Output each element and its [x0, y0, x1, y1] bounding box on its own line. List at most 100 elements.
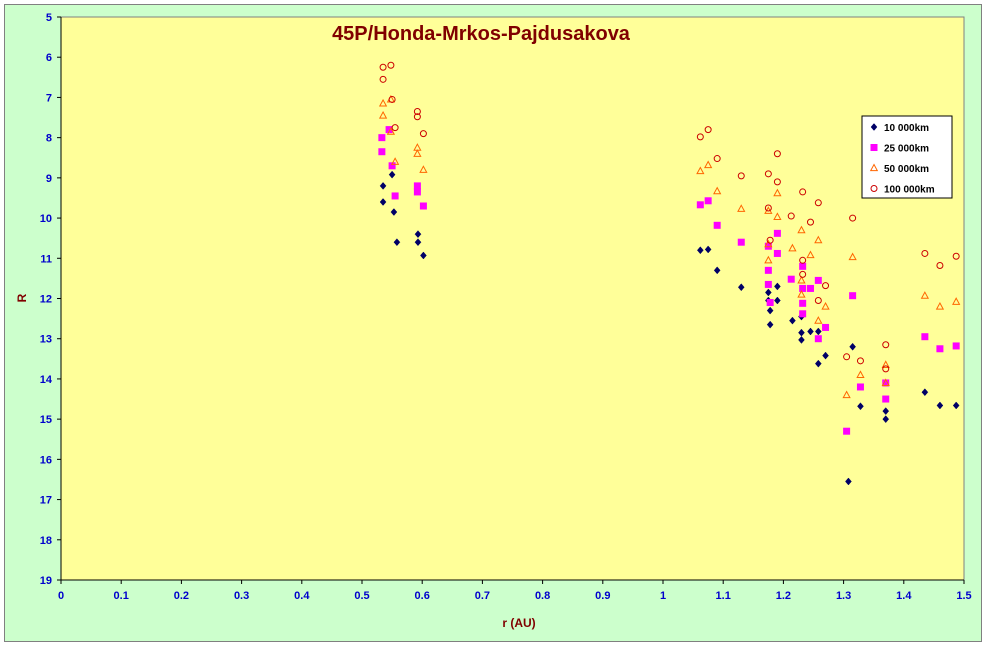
series-diamond-point: [379, 198, 387, 206]
series-square-point: [952, 342, 960, 350]
series-triangle-point: [764, 255, 773, 264]
series-circle-point: [413, 108, 421, 116]
series-diamond-point: [379, 182, 387, 190]
series-circle-point: [764, 204, 772, 212]
series-square-point: [391, 192, 399, 200]
series-circle-point: [936, 262, 944, 270]
series-diamond-point: [882, 407, 890, 415]
series-circle-point: [952, 252, 960, 260]
series-circle-point: [379, 63, 387, 71]
series-square-point: [764, 266, 772, 274]
series-triangle-point: [797, 275, 806, 284]
series-triangle-point: [773, 188, 782, 197]
series-square-point: [787, 275, 795, 283]
series-diamond-point: [814, 359, 822, 368]
y-tick-label: 17: [40, 495, 52, 507]
x-tick-label: 0.7: [475, 590, 490, 602]
series-triangle-point: [881, 378, 890, 387]
series-triangle-point: [814, 316, 823, 324]
series-square-point: [882, 379, 890, 387]
legend-label: 50 000km: [884, 164, 929, 175]
series-triangle-point: [952, 297, 961, 305]
x-tick-label: 0.4: [294, 590, 310, 602]
series-triangle-point: [390, 157, 400, 165]
chart-title: 45P/Honda-Mrkos-Pajdusakova: [332, 23, 631, 45]
series-diamond-point: [765, 288, 772, 297]
y-tick-label: 19: [40, 575, 52, 587]
series-circle-point: [799, 188, 807, 196]
series-diamond-point: [814, 327, 822, 336]
series-square-point: [764, 242, 772, 250]
y-tick-label: 11: [40, 253, 52, 265]
plot-area: [60, 16, 965, 581]
y-tick-label: 12: [40, 294, 52, 306]
series-diamond-point: [845, 477, 852, 486]
series-circle-point: [814, 297, 822, 305]
series-circle-point: [843, 353, 851, 361]
legend-label: 25 000km: [884, 144, 929, 155]
series-triangle-point: [696, 166, 705, 175]
series-circle-point: [806, 218, 814, 226]
series-triangle-point: [935, 301, 945, 310]
series-square-point: [713, 221, 721, 229]
y-tick-label: 5: [46, 12, 52, 24]
y-tick-label: 9: [46, 173, 52, 185]
series-triangle-point: [821, 301, 830, 310]
series-square-point: [419, 202, 427, 210]
series-square-point: [413, 188, 421, 196]
y-axis-title: R: [15, 293, 29, 302]
series-square-point: [799, 284, 807, 292]
series-circle-point: [704, 126, 712, 134]
series-triangle-point: [773, 212, 782, 220]
series-diamond-point: [414, 230, 422, 239]
series-circle-point: [773, 178, 781, 186]
series-diamond-point: [388, 170, 396, 179]
series-triangle-point: [797, 225, 806, 234]
series-triangle-point: [814, 235, 823, 244]
x-tick-label: 1.1: [716, 590, 731, 602]
series-circle-point: [391, 124, 399, 132]
series-triangle-point: [378, 98, 388, 107]
series-triangle-point: [378, 110, 388, 119]
series-diamond-point: [414, 238, 422, 247]
series-square-point: [696, 201, 704, 209]
series-diamond-point: [774, 296, 781, 305]
series-square-point: [822, 323, 830, 331]
series-square-point: [378, 134, 386, 142]
series-diamond-point: [696, 246, 704, 255]
series-circle-point: [799, 256, 807, 264]
series-circle-point: [921, 249, 929, 257]
y-tick-label: 15: [40, 414, 52, 426]
series-square-point: [704, 197, 712, 205]
series-triangle-point: [848, 252, 857, 261]
series-triangle-point: [920, 291, 930, 299]
series-diamond-point: [921, 388, 929, 397]
series-circle-point: [814, 199, 822, 207]
series-circle-point: [379, 75, 387, 83]
series-circle-point: [764, 170, 772, 178]
series-circle-point: [419, 130, 427, 138]
series-diamond-point: [789, 316, 796, 325]
y-tick-label: 13: [40, 334, 52, 346]
x-tick-label: 1.3: [836, 590, 851, 602]
series-circle-point: [773, 150, 781, 158]
series-square-point: [921, 333, 929, 341]
legend-box: [861, 115, 953, 199]
series-square-point: [814, 276, 822, 284]
x-axis-title: r (AU): [502, 616, 535, 630]
series-circle-point: [856, 357, 864, 365]
series-square-point: [849, 292, 857, 300]
series-triangle-point: [737, 204, 746, 212]
series-triangle-point: [881, 360, 890, 368]
series-square-point: [773, 229, 781, 237]
series-square-point: [413, 182, 421, 190]
series-triangle-point: [797, 289, 806, 298]
series-triangle-point: [704, 160, 713, 169]
series-diamond-point: [936, 401, 944, 410]
series-diamond-point: [849, 342, 856, 351]
x-tick-label: 1.5: [956, 590, 971, 602]
x-tick-label: 0: [58, 590, 64, 602]
legend-marker-circle: [870, 185, 878, 192]
y-tick-label: 18: [40, 535, 52, 547]
